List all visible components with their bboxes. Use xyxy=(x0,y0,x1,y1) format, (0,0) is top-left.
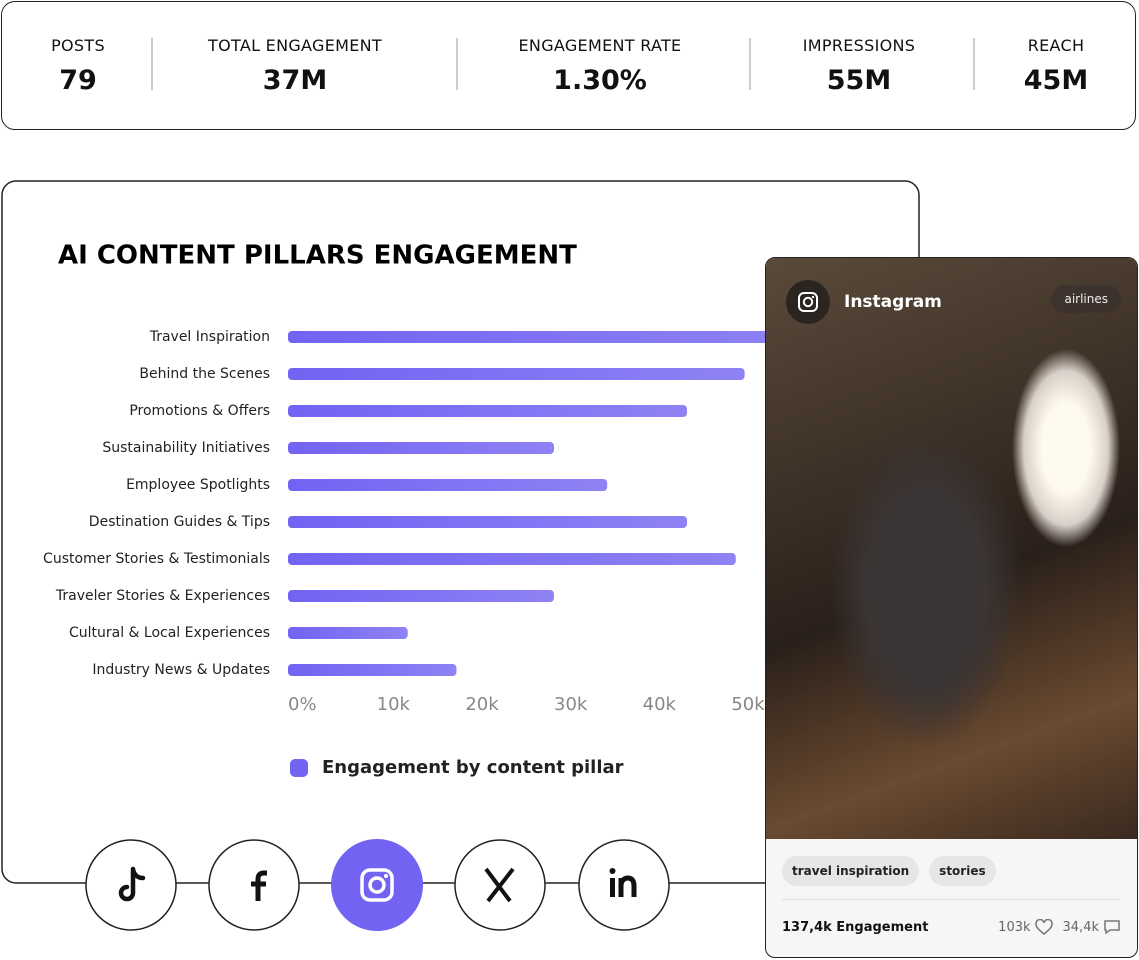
post-photo xyxy=(766,258,1137,839)
y-tick-label: Behind the Scenes xyxy=(139,366,270,382)
x-tick-label: 0% xyxy=(288,694,317,715)
bar xyxy=(288,553,736,565)
x-tick-label: 30k xyxy=(554,694,588,715)
stat-value: 45M xyxy=(1023,65,1089,96)
instagram-icon xyxy=(786,280,830,324)
post-header: Instagram xyxy=(786,280,942,324)
likes-count: 103k xyxy=(998,919,1031,935)
stat-label: REACH xyxy=(1027,36,1085,55)
post-card: Instagram airlines travel inspiration st… xyxy=(765,257,1138,958)
divider xyxy=(456,38,458,90)
divider xyxy=(973,38,975,90)
facebook-button[interactable] xyxy=(208,839,300,931)
tag[interactable]: travel inspiration xyxy=(782,856,920,886)
tiktok-button[interactable] xyxy=(85,839,177,931)
stat-label: IMPRESSIONS xyxy=(802,36,916,55)
y-tick-label: Cultural & Local Experiences xyxy=(69,625,270,641)
platform-name: Instagram xyxy=(844,292,942,312)
stats-bar: POSTS 79 TOTAL ENGAGEMENT 37M ENGAGEMENT RAT… xyxy=(1,1,1136,130)
bar xyxy=(288,368,745,380)
y-tick-label: Sustainability Initiatives xyxy=(102,440,270,456)
x-tick-label: 50k xyxy=(731,694,765,715)
x-tick-label: 10k xyxy=(377,694,411,715)
separator xyxy=(782,899,1121,900)
stat: POSTS 79 xyxy=(51,36,105,96)
likes[interactable]: 103k xyxy=(998,919,1053,935)
tag[interactable]: stories xyxy=(929,856,996,886)
instagram-button[interactable] xyxy=(331,839,423,931)
y-tick-label: Employee Spotlights xyxy=(126,477,270,493)
stat-value: 1.30% xyxy=(553,65,647,96)
comments-count: 34,4k xyxy=(1062,919,1099,935)
stat: ENGAGEMENT RATE 1.30% xyxy=(519,36,682,96)
bar xyxy=(288,664,457,676)
tags: travel inspiration stories xyxy=(782,856,996,886)
y-tick-label: Travel Inspiration xyxy=(149,329,270,345)
stat-value: 37M xyxy=(262,65,328,96)
bar xyxy=(288,590,554,602)
stat: TOTAL ENGAGEMENT 37M xyxy=(208,36,382,96)
comments[interactable]: 34,4k xyxy=(1063,919,1121,935)
bar xyxy=(288,442,554,454)
bar xyxy=(288,405,687,417)
x-button[interactable] xyxy=(454,839,546,931)
stat-label: POSTS xyxy=(51,36,105,55)
y-tick-label: Customer Stories & Testimonials xyxy=(43,551,270,567)
x-tick-label: 20k xyxy=(465,694,499,715)
badge[interactable]: airlines xyxy=(1051,285,1121,313)
legend-swatch xyxy=(290,759,308,777)
stat-label: ENGAGEMENT RATE xyxy=(518,36,682,55)
bar xyxy=(288,479,608,491)
bar xyxy=(288,627,408,639)
post-footer: 137,4k Engagement 103k 34,4k xyxy=(782,919,1121,935)
bar xyxy=(288,516,687,528)
y-tick-label: Traveler Stories & Experiences xyxy=(55,588,270,604)
x-tick-label: 40k xyxy=(643,694,677,715)
social-icons xyxy=(85,839,670,931)
legend-label: Engagement by content pillar xyxy=(322,757,624,778)
y-tick-label: Industry News & Updates xyxy=(92,662,270,678)
stat-label: TOTAL ENGAGEMENT xyxy=(208,36,382,55)
stat-value: 79 xyxy=(59,65,97,96)
chart-title: AI CONTENT PILLARS ENGAGEMENT xyxy=(58,241,577,271)
bar xyxy=(288,331,803,343)
divider xyxy=(749,38,751,90)
stat: REACH 45M xyxy=(1024,36,1088,96)
y-tick-label: Destination Guides & Tips xyxy=(89,514,270,530)
stat: IMPRESSIONS 55M xyxy=(803,36,915,96)
linkedin-button[interactable] xyxy=(578,839,670,931)
y-tick-label: Promotions & Offers xyxy=(129,403,270,419)
stat-value: 55M xyxy=(826,65,892,96)
engagement: 137,4k Engagement xyxy=(782,919,929,935)
divider xyxy=(151,38,153,90)
